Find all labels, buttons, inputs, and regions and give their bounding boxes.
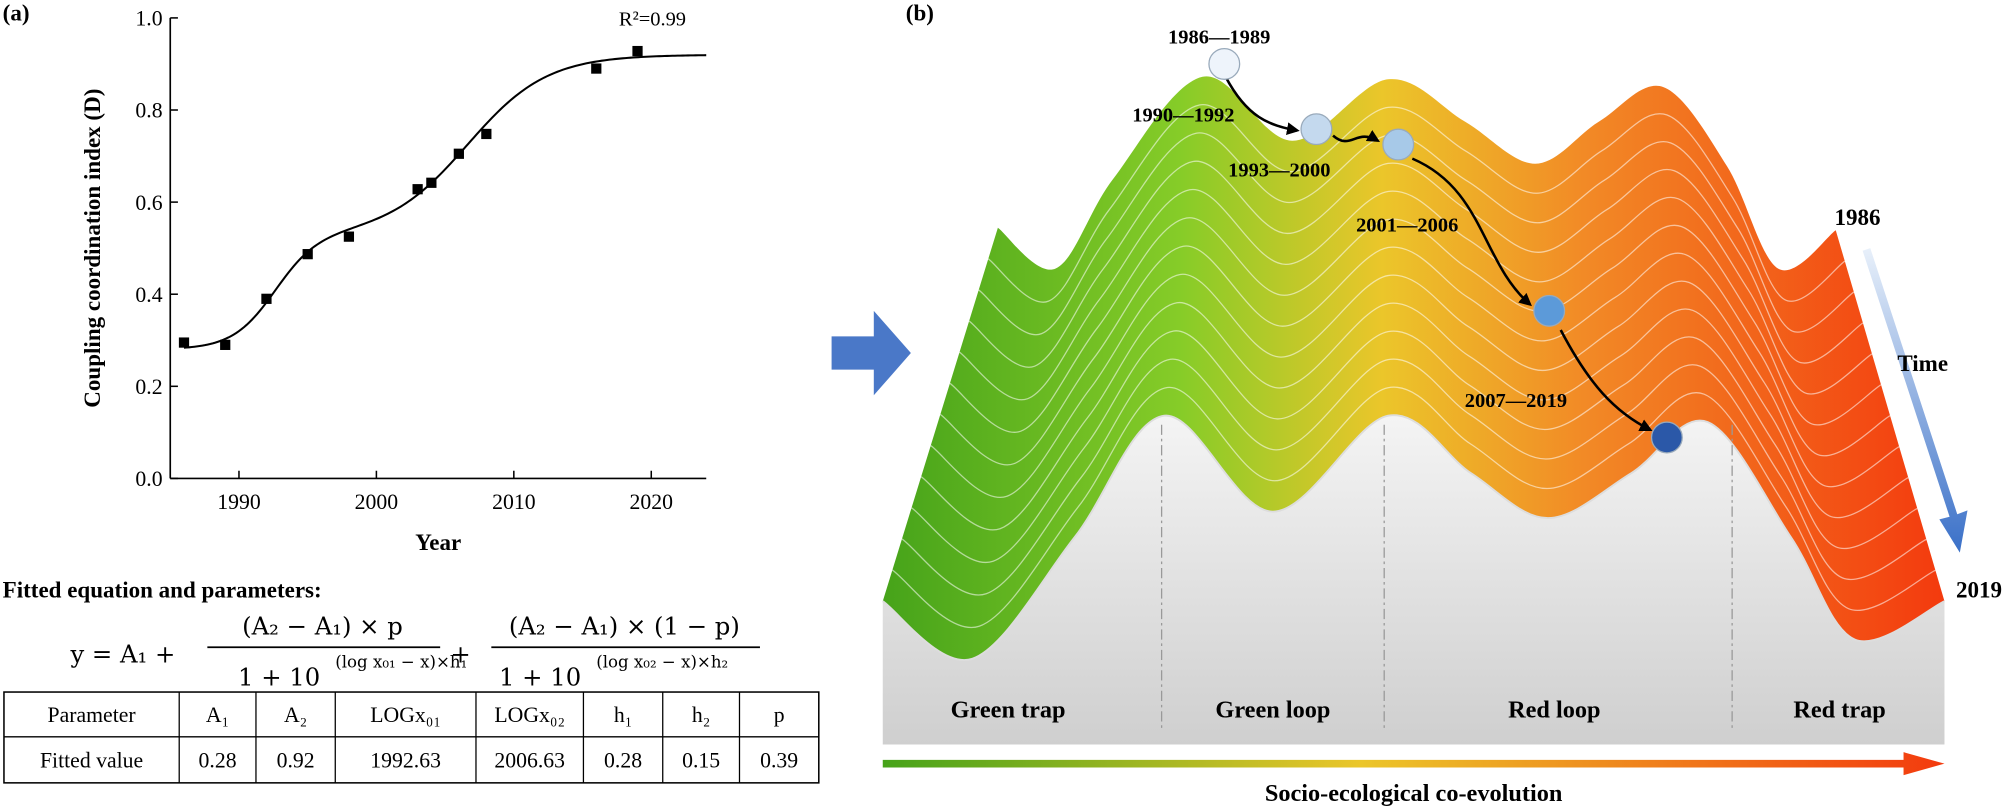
scatter-plot: 0.0 0.2 0.4 0.6 0.8 1.0 1990 2000 2010 2020 Year Co… (79, 7, 707, 555)
fraction-numerator: (A₂ − A₁) × p (242, 611, 403, 640)
trajectory-arrow (1332, 130, 1381, 143)
trajectory-arrow (1559, 329, 1653, 431)
time-contour (920, 302, 1909, 531)
table-cell: 1992.63 (370, 749, 441, 773)
table-header-cell: h₁ (614, 703, 632, 727)
time-contour (930, 273, 1900, 499)
trajectory-arrow (1411, 157, 1532, 307)
equation: y = A₁ + (A₂ − A₁) × p 1 + 10 (log x₀₁ −… (69, 611, 760, 692)
time-arrow (1862, 248, 1968, 553)
data-point (178, 337, 190, 348)
x-tick-label: 2010 (492, 490, 536, 514)
landscape: Green trap Green loop Red loop Red trap 1986… (882, 26, 2002, 807)
y-tick-label: 0.0 (135, 467, 162, 491)
data-point (426, 177, 437, 188)
y-axis-label: Coupling coordination index (D) (79, 89, 105, 408)
table-header-cell: A₂ (284, 703, 307, 727)
data-point (343, 231, 355, 242)
state-ball (1533, 294, 1566, 327)
table-header-cell: p (774, 703, 785, 727)
time-contour (987, 104, 1846, 303)
data-point (302, 249, 313, 260)
fraction-denominator: 1 + 10 (499, 663, 581, 692)
period-label: 2001—2006 (1356, 215, 1458, 237)
data-point (220, 339, 231, 350)
fraction-numerator: (A₂ − A₁) × (1 − p) (509, 611, 740, 640)
time-contour (978, 132, 1855, 336)
y-tick-label: 0.8 (135, 99, 162, 123)
x-tick-label: 1990 (217, 490, 261, 514)
transition-arrow (831, 310, 911, 396)
time-contour (901, 358, 1927, 596)
state-ball (1300, 113, 1333, 146)
evolution-arrow (882, 752, 1945, 776)
period-label: 1993—2000 (1228, 160, 1330, 182)
time-contour (949, 217, 1882, 433)
region-label: Green loop (1215, 697, 1330, 724)
trajectory-arrow (1224, 76, 1300, 135)
data-point (453, 148, 464, 159)
table-cell: 0.28 (604, 749, 642, 773)
fraction-exponent: (log x₀₁ − x)×h₁ (335, 653, 467, 672)
landscape-surface (882, 76, 1945, 661)
state-ball (1650, 421, 1683, 454)
table-cell: 0.39 (760, 749, 798, 773)
base-ground (882, 415, 1945, 745)
x-tick-label: 2020 (630, 490, 674, 514)
y-tick-label: 1.0 (135, 7, 162, 31)
time-contour (959, 189, 1873, 401)
time-contour (891, 386, 1936, 629)
state-ball (1208, 47, 1241, 80)
panel-label: (a) (3, 0, 30, 25)
data-point (481, 128, 492, 140)
time-contour (968, 160, 1864, 368)
period-label: 1990—1992 (1132, 105, 1234, 127)
data-point (591, 63, 602, 74)
time-start: 1986 (1834, 204, 1880, 230)
time-contour (939, 245, 1891, 466)
y-tick-label: 0.6 (135, 191, 162, 215)
equation-title: Fitted equation and parameters: (3, 576, 322, 602)
table-cell: Fitted value (40, 749, 143, 773)
annotation: R²=0.99 (619, 9, 686, 31)
parameter-table: Parameter A₁ A₂ LOGx₀₁ LOGx₀₂ h₁ h₂ p Fitted val… (3, 691, 820, 784)
table-header-cell: A₁ (206, 703, 229, 727)
region-label: Red loop (1508, 697, 1600, 724)
state-ball (1382, 128, 1415, 161)
period-label: 2007—2019 (1465, 390, 1567, 412)
region-label: Red trap (1793, 697, 1885, 724)
equation-lhs: y = A₁ + (69, 640, 175, 669)
table-header-cell: LOGx₀₁ (370, 703, 441, 727)
x-tick-label: 2000 (355, 490, 399, 514)
time-label: Time (1897, 350, 1948, 376)
table-header-cell: Parameter (48, 703, 137, 727)
data-point (412, 184, 423, 195)
table-cell: 0.92 (277, 749, 315, 773)
table-header-cell: h₂ (692, 703, 710, 727)
table-cell: 0.28 (199, 749, 237, 773)
region-label: Green trap (951, 697, 1066, 724)
evolution-label: Socio-ecological co-evolution (1265, 780, 1563, 807)
fraction-denominator: 1 + 10 (238, 663, 320, 692)
data-point (261, 293, 272, 304)
equation-plus: + (450, 640, 470, 669)
front-edge (882, 414, 1945, 662)
time-contour (911, 330, 1918, 564)
panel-label: (b) (906, 0, 934, 25)
x-axis-label: Year (415, 529, 461, 555)
y-tick-label: 0.2 (135, 375, 162, 399)
time-end: 2019 (1956, 576, 2002, 602)
table-cell: 2006.63 (494, 749, 565, 773)
data-point (632, 45, 643, 57)
y-tick-label: 0.4 (135, 283, 162, 307)
table-header-cell: LOGx₀₂ (494, 703, 565, 727)
fraction-exponent: (log x₀₂ − x)×h₂ (596, 653, 728, 672)
table-cell: 0.15 (682, 749, 720, 773)
period-label: 1986—1989 (1168, 26, 1270, 48)
